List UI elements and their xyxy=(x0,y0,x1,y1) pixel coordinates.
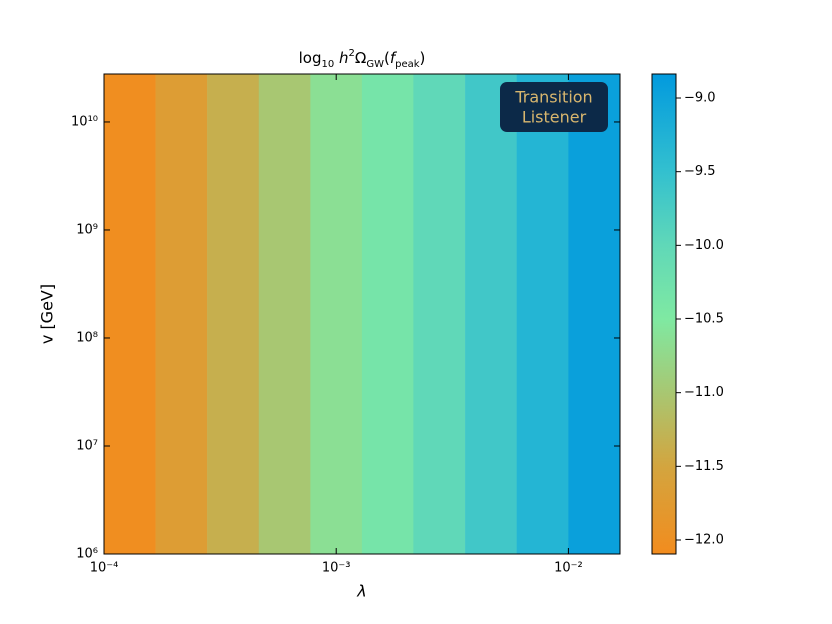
colorbar-tick-label: −9.5 xyxy=(684,164,716,179)
heatmap-cell xyxy=(310,74,363,554)
colorbar-tick-label: −11.0 xyxy=(684,385,724,400)
title-part: h xyxy=(334,49,348,67)
title-part: 10 xyxy=(321,59,334,70)
heatmap-cell xyxy=(361,74,414,554)
plot-frame xyxy=(103,73,621,555)
colorbar-tick-label: −10.5 xyxy=(684,312,724,327)
y-tick-label: 10⁷ xyxy=(76,438,98,453)
heatmap-cell xyxy=(104,74,156,554)
title-part: log xyxy=(299,49,322,67)
heatmap-cell xyxy=(413,74,466,554)
logo-text: Transition xyxy=(514,88,592,107)
y-tick-label: 10¹⁰ xyxy=(71,114,98,129)
colorbar-tick-label: −12.0 xyxy=(684,533,724,548)
y-tick-label: 10⁶ xyxy=(76,547,98,562)
title-part: ) xyxy=(420,49,426,67)
y-tick-label: 10⁹ xyxy=(76,222,98,237)
heatmap-cell xyxy=(258,74,311,554)
title-part: f xyxy=(390,49,398,67)
logo-box xyxy=(500,82,608,132)
heatmap-cell xyxy=(207,74,260,554)
y-axis-label: v [GeV] xyxy=(38,284,57,344)
title-part: Ω xyxy=(355,49,366,67)
x-tick-label: 10⁻⁴ xyxy=(90,561,119,576)
x-axis-label: λ xyxy=(356,582,366,601)
colorbar-tick-label: −9.0 xyxy=(684,91,716,106)
heatmap-cell xyxy=(568,74,621,554)
title-part: 2 xyxy=(348,48,354,59)
chart-title: log10 h2ΩGW(fpeak) xyxy=(299,48,426,70)
colorbar xyxy=(651,73,677,555)
heatmap-cell xyxy=(516,74,569,554)
heatmap-cell xyxy=(465,74,518,554)
colorbar-tick-label: −10.0 xyxy=(684,238,724,253)
y-tick-label: 10⁸ xyxy=(76,330,98,345)
x-tick-label: 10⁻² xyxy=(554,561,583,576)
logo-text: Listener xyxy=(522,108,587,127)
title-part: ( xyxy=(384,49,390,67)
title-part: peak xyxy=(395,59,420,70)
heatmap-cell xyxy=(155,74,208,554)
colorbar-tick-label: −11.5 xyxy=(684,459,724,474)
title-part: GW xyxy=(366,59,384,70)
x-tick-label: 10⁻³ xyxy=(322,561,351,576)
